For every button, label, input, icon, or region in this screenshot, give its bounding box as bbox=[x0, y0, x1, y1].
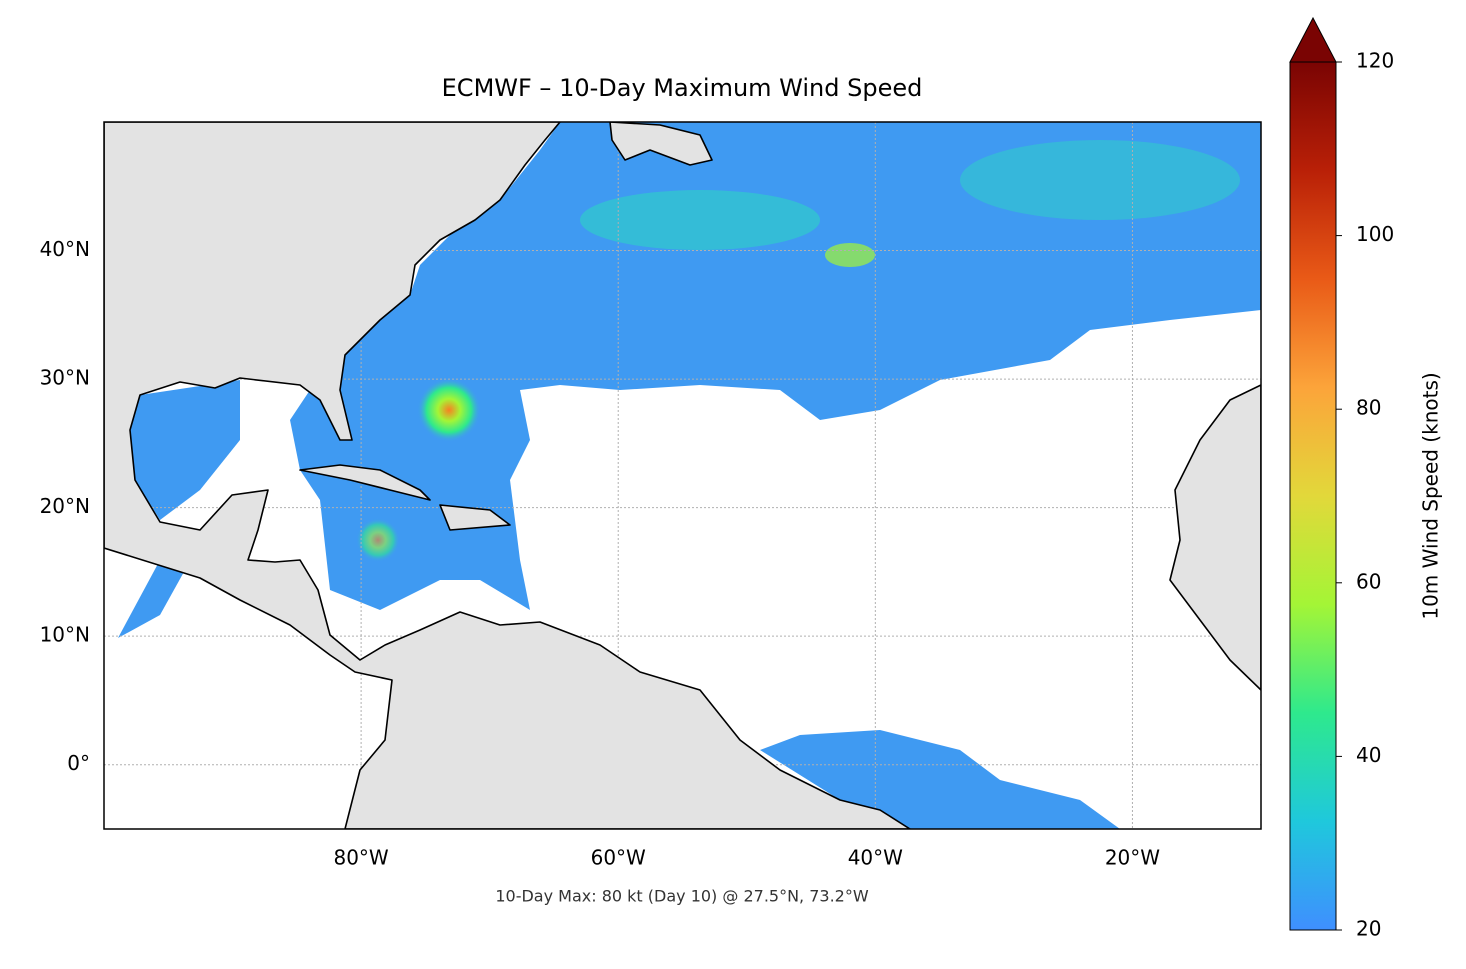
map bbox=[104, 122, 1261, 829]
land bbox=[104, 122, 911, 829]
colorbar-tick-label: 100 bbox=[1356, 222, 1394, 246]
land bbox=[609, 122, 713, 166]
land bbox=[299, 464, 431, 501]
colorbar-extension bbox=[1289, 16, 1337, 63]
x-tick-label: 60°W bbox=[591, 846, 646, 870]
wind-field bbox=[760, 730, 1120, 829]
annotation: 10-Day Max: 80 kt (Day 10) @ 27.5°N, 73.… bbox=[495, 887, 869, 906]
wind-field bbox=[118, 560, 185, 638]
wind-field bbox=[825, 243, 875, 267]
wind-field bbox=[290, 122, 1261, 610]
y-tick-label: 30°N bbox=[40, 366, 90, 390]
x-tick-label: 80°W bbox=[333, 846, 388, 870]
colorbar-tick-label: 120 bbox=[1356, 49, 1394, 73]
y-tick-label: 0° bbox=[67, 751, 90, 775]
colorbar-tick-label: 60 bbox=[1356, 569, 1381, 593]
land bbox=[439, 504, 511, 531]
land bbox=[1169, 384, 1261, 691]
x-tick-label: 40°W bbox=[848, 846, 903, 870]
colorbar-label: 10m Wind Speed (knots) bbox=[1419, 372, 1443, 619]
colorbar-tick-label: 20 bbox=[1356, 917, 1381, 941]
chart-title: ECMWF – 10-Day Maximum Wind Speed bbox=[442, 74, 923, 102]
wind-field bbox=[580, 190, 820, 250]
x-tick-label: 20°W bbox=[1105, 846, 1160, 870]
colorbar-tick-label: 40 bbox=[1356, 743, 1381, 767]
y-tick-label: 20°N bbox=[40, 494, 90, 518]
wind-maximum bbox=[417, 378, 481, 442]
colorbar-tick-label: 80 bbox=[1356, 396, 1381, 420]
wind-field bbox=[130, 380, 240, 520]
wind-field bbox=[960, 140, 1240, 220]
y-tick-label: 10°N bbox=[40, 623, 90, 647]
map-frame bbox=[103, 121, 1262, 830]
wind-field bbox=[356, 518, 400, 562]
colorbar bbox=[1289, 61, 1337, 931]
y-tick-label: 40°N bbox=[40, 237, 90, 261]
